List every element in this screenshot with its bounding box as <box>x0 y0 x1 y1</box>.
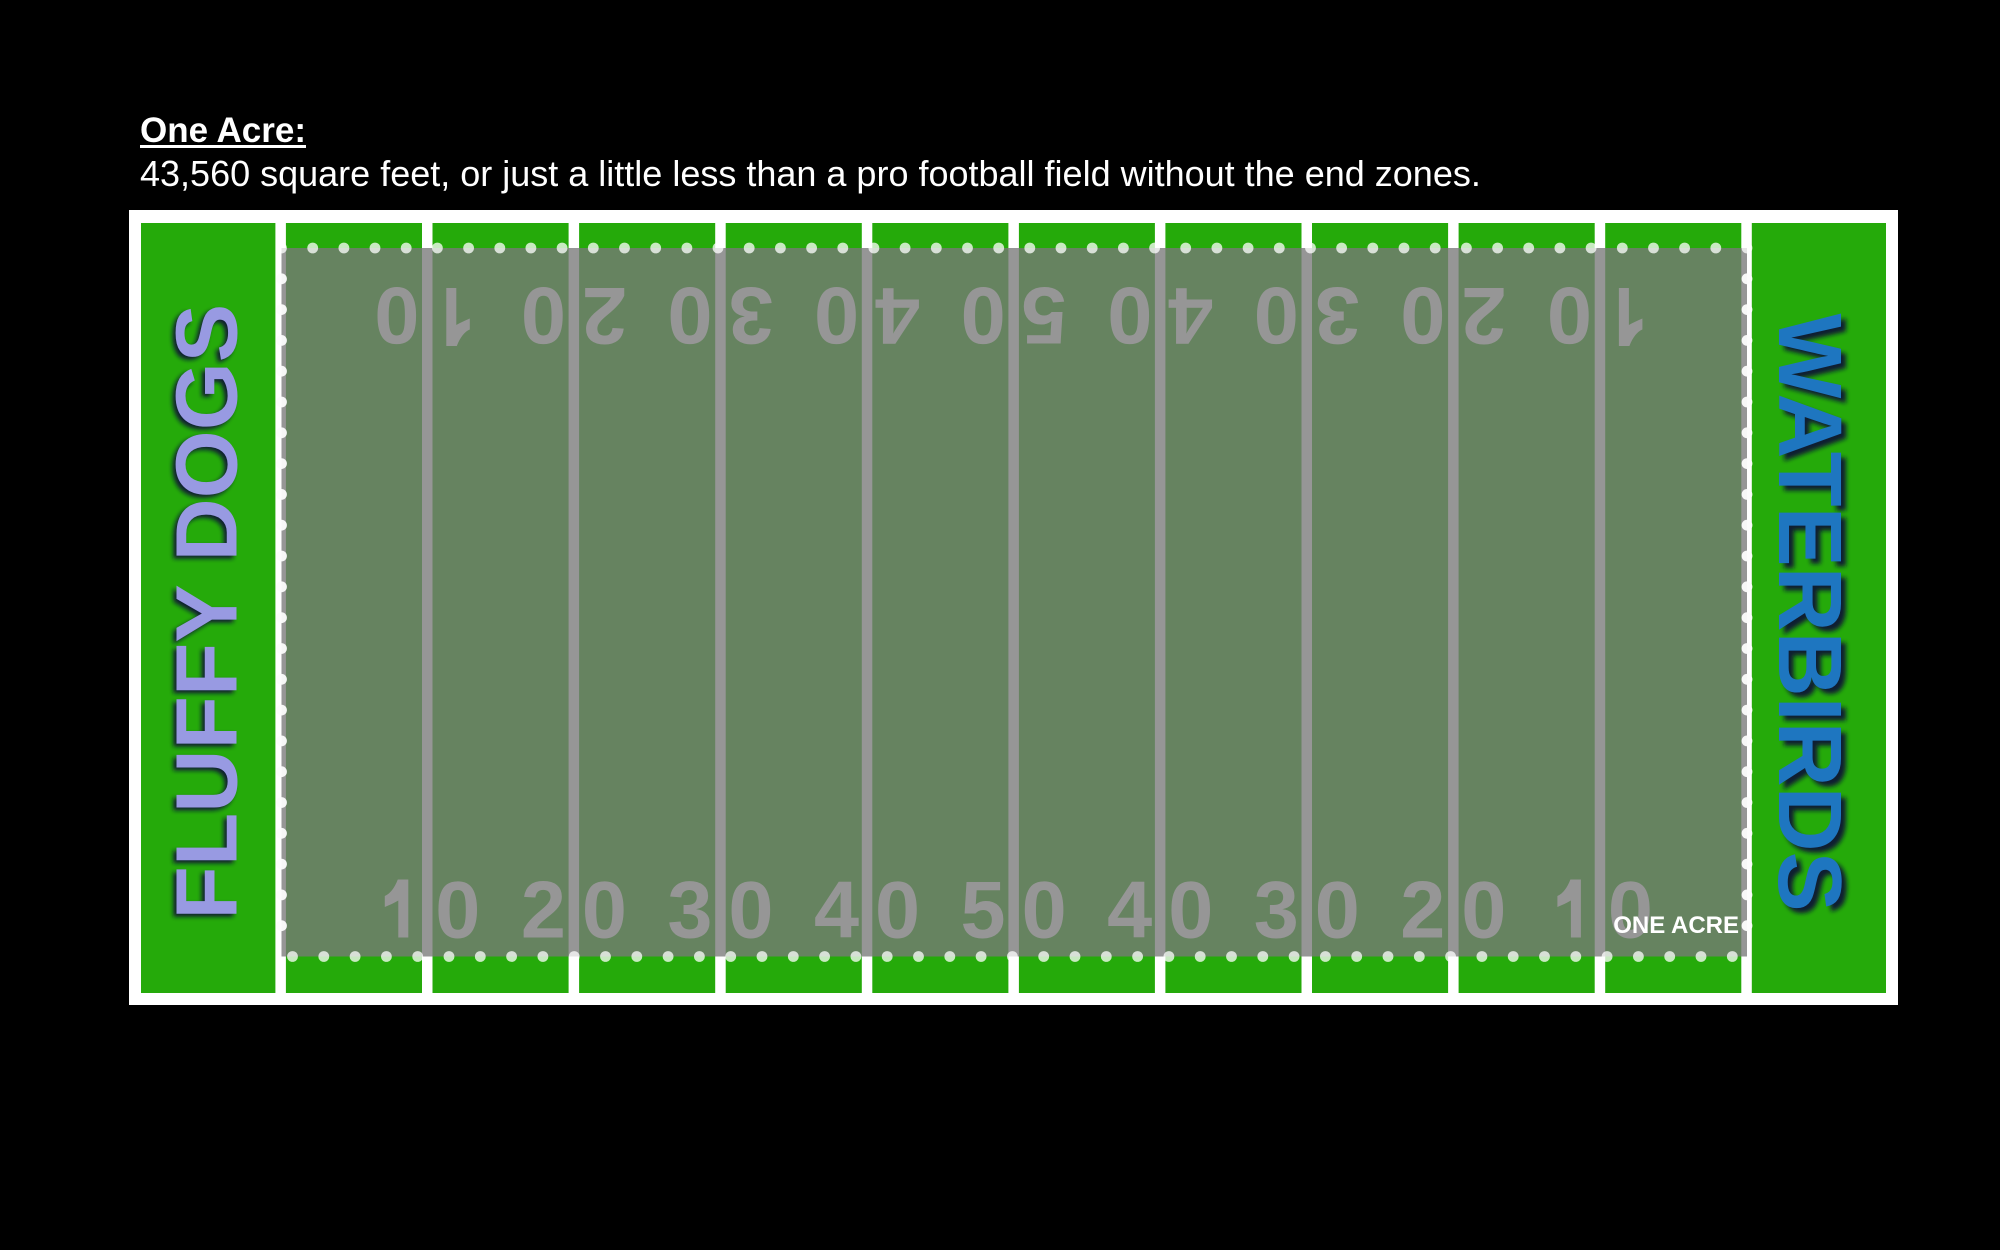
svg-text:WATERBIRDS: WATERBIRDS <box>1764 318 1864 916</box>
svg-text:FLUFFY DOGS: FLUFFY DOGS <box>154 307 252 923</box>
svg-text:FLUFFY DOGS: FLUFFY DOGS <box>157 304 255 920</box>
svg-text:WATERBIRDS: WATERBIRDS <box>1759 313 1859 911</box>
svg-text:ONE ACRE: ONE ACRE <box>1613 912 1739 939</box>
